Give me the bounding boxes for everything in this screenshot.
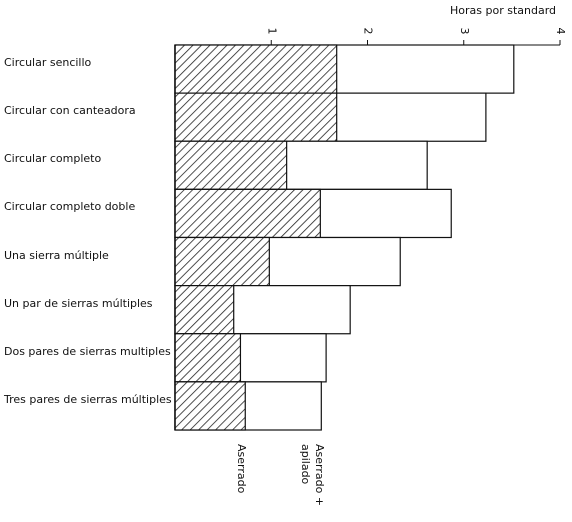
category-label: Un par de sierras múltiples xyxy=(4,296,153,310)
x-tick-label: 2 xyxy=(362,28,375,35)
legend-label: Aserrado + apilado xyxy=(299,444,326,507)
x-tick-label: 4 xyxy=(554,28,567,35)
x-tick-label: 1 xyxy=(265,28,278,35)
bar xyxy=(174,188,321,239)
bar xyxy=(174,140,288,190)
bar xyxy=(174,92,338,142)
bar xyxy=(174,285,235,335)
category-label: Circular completo doble xyxy=(4,200,136,214)
axis-title: Horas por standard xyxy=(450,4,556,17)
category-label: Circular con canteadora xyxy=(4,104,136,118)
legend-label: Aserrado xyxy=(235,444,248,494)
x-tick-label: 3 xyxy=(458,28,471,35)
bar xyxy=(174,381,246,431)
category-label: Circular sencillo xyxy=(4,56,92,70)
category-label: Circular completo xyxy=(4,152,102,166)
bar xyxy=(174,236,270,287)
bar xyxy=(174,333,242,383)
category-label: Una sierra múltiple xyxy=(4,248,109,262)
bar xyxy=(174,44,338,94)
category-label: Tres pares de sierras múltiples xyxy=(4,392,172,406)
category-label: Dos pares de sierras multiples xyxy=(4,344,171,358)
